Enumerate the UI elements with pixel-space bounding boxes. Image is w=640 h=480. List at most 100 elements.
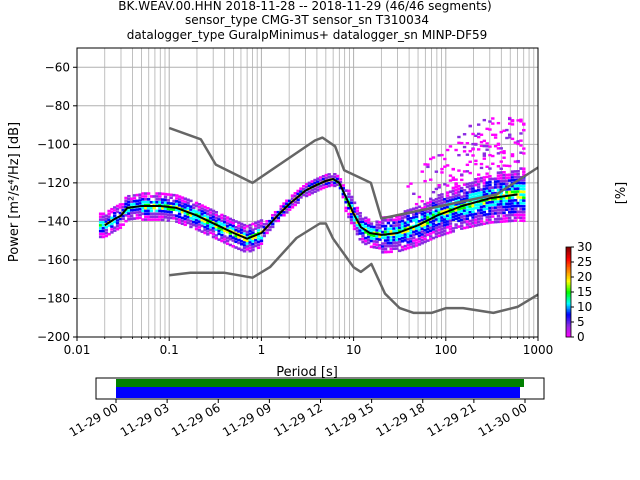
- pdf-cell: [448, 196, 453, 199]
- pdf-cell: [158, 218, 162, 221]
- pdf-cell: [239, 248, 244, 252]
- pdf-cell: [508, 122, 512, 125]
- pdf-cell: [468, 187, 472, 191]
- pdf-cell: [454, 217, 458, 221]
- pdf-cell: [180, 199, 185, 202]
- pdf-cell: [383, 230, 388, 234]
- pdf-cell: [200, 207, 204, 210]
- pdf-cell: [417, 225, 422, 229]
- pdf-cell: [417, 205, 422, 209]
- pdf-cell: [499, 177, 503, 180]
- pdf-cell: [465, 208, 470, 212]
- pdf-cell: [121, 208, 125, 212]
- colorbar-cell: [566, 277, 571, 279]
- pdf-cell: [383, 236, 388, 239]
- colorbar-cell: [566, 317, 571, 320]
- pdf-cell: [460, 221, 464, 225]
- pdf-cell: [397, 220, 402, 224]
- pdf-cell: [290, 205, 295, 209]
- pdf-cell: [474, 134, 478, 137]
- pdf-cell: [482, 205, 487, 208]
- pdf-cell: [220, 236, 224, 240]
- pdf-cell: [265, 231, 269, 235]
- pdf-cell: [513, 190, 518, 193]
- pdf-cell: [369, 222, 374, 225]
- pdf-cell: [426, 221, 430, 225]
- pdf-cell: [293, 203, 297, 207]
- pdf-cell: [420, 233, 424, 236]
- pdf-cell: [135, 193, 140, 197]
- pdf-cell: [505, 191, 509, 194]
- pdf-cell: [429, 223, 433, 227]
- pdf-cell: [454, 226, 458, 229]
- pdf-cell: [155, 200, 159, 204]
- pdf-cell: [293, 200, 297, 204]
- pdf-cell: [245, 242, 250, 245]
- pdf-cell: [522, 123, 526, 126]
- pdf-cell: [403, 227, 408, 231]
- pdf-cell: [163, 198, 168, 202]
- pdf-cell: [310, 191, 314, 195]
- pdf-cell: [132, 208, 137, 212]
- pdf-cell: [375, 226, 379, 229]
- pdf-cell: [237, 230, 241, 233]
- pdf-cell: [161, 192, 165, 196]
- pdf-cell: [344, 189, 348, 192]
- x-tick-label: 0.1: [160, 343, 179, 357]
- pdf-cell: [217, 218, 221, 221]
- pdf-cell: [138, 202, 142, 205]
- pdf-cell: [344, 206, 348, 210]
- pdf-cell: [197, 208, 202, 212]
- pdf-cell: [519, 144, 523, 147]
- pdf-cell: [476, 223, 481, 227]
- pdf-cell: [152, 200, 156, 204]
- pdf-cell: [493, 220, 498, 224]
- pdf-cell: [429, 238, 433, 241]
- pdf-cell: [285, 211, 289, 214]
- pdf-cell: [508, 211, 512, 214]
- pdf-cell: [180, 222, 185, 226]
- pdf-cell: [417, 195, 422, 199]
- pdf-cell: [381, 224, 385, 228]
- curves: [104, 126, 539, 315]
- pdf-cell: [493, 191, 498, 195]
- pdf-cell: [172, 208, 176, 211]
- pdf-cell: [445, 208, 450, 212]
- pdf-cell: [420, 218, 424, 222]
- x-axis: 0.01 0.1 1 10 100 1000: [64, 337, 553, 357]
- pdf-cell: [462, 197, 467, 201]
- pdf-cell: [485, 204, 489, 208]
- pdf-cell: [361, 217, 365, 221]
- pdf-cell: [177, 221, 182, 224]
- pdf-cell: [508, 208, 512, 211]
- pdf-cell: [386, 236, 391, 239]
- pdf-cell: [445, 197, 450, 200]
- pdf-cell: [186, 218, 190, 222]
- pdf-cell: [516, 140, 520, 143]
- pdf-cell: [397, 235, 402, 238]
- pdf-cell: [454, 203, 458, 206]
- pdf-cell: [434, 229, 439, 233]
- pdf-cell: [350, 204, 354, 207]
- pdf-cell: [513, 213, 518, 217]
- pdf-cell: [138, 213, 142, 217]
- pdf-cell: [234, 240, 238, 244]
- pdf-cell: [460, 178, 464, 182]
- pdf-cell: [426, 204, 430, 208]
- pdf-cell: [256, 243, 261, 247]
- pdf-cell: [429, 212, 433, 215]
- colorbar-tick-label: 25: [577, 255, 592, 269]
- pdf-cell: [361, 240, 365, 244]
- pdf-cell: [192, 223, 196, 227]
- pdf-cell: [460, 186, 464, 190]
- pdf-cell: [197, 220, 202, 223]
- pdf-cell: [468, 219, 472, 223]
- pdf-cell: [239, 242, 244, 246]
- pdf-cell: [460, 224, 464, 228]
- pdf-cell: [381, 245, 385, 248]
- pdf-cell: [203, 225, 207, 229]
- pdf-cell: [180, 205, 185, 208]
- pdf-cell: [474, 180, 478, 184]
- pdf-cell: [426, 163, 430, 166]
- pdf-cell: [448, 190, 453, 194]
